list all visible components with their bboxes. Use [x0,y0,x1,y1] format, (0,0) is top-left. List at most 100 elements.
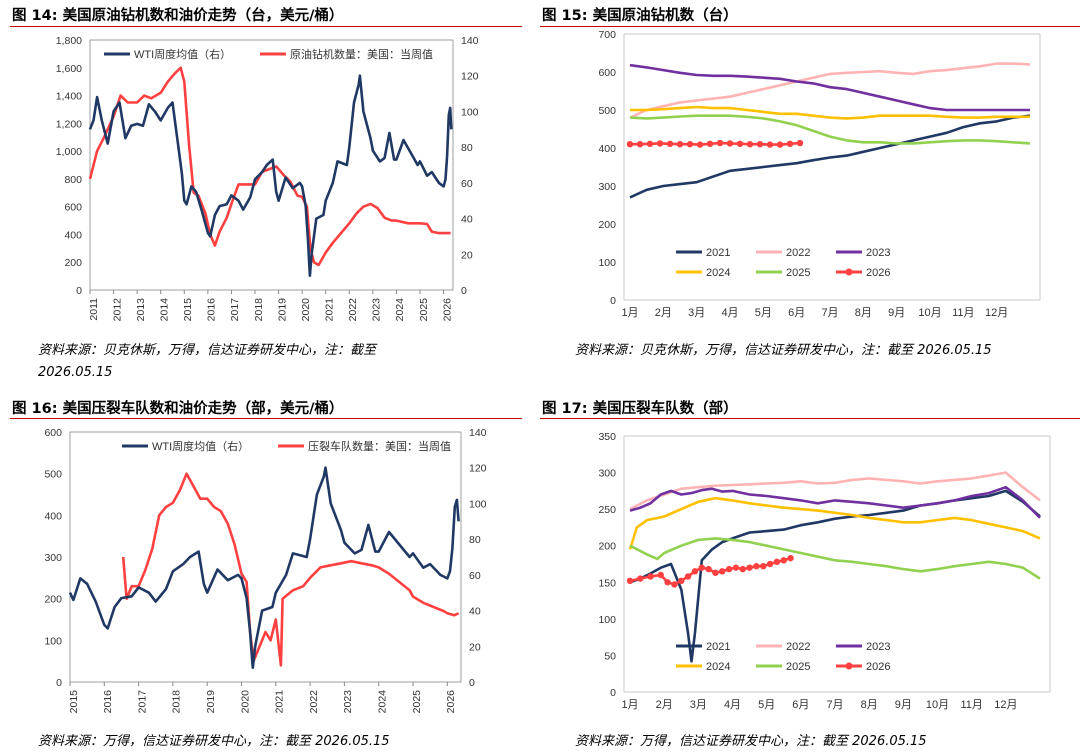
figure-14-source: 资料来源：贝克休斯，万得，信达证券研发中心，注：截至 2026.05.15 [38,340,376,384]
x-tick-label: 2月 [655,307,672,319]
series-marker-2026 [637,575,644,582]
series-line-2022 [629,62,1031,119]
plot-frame [69,431,462,683]
y-tick-label: 0 [610,687,616,699]
x-tick-label: 9月 [895,699,912,711]
series-line-2024 [628,496,1041,550]
x-tick-label: 2月 [656,699,673,711]
figure-15-chart: 0 100 200 300 400 500 600 700 1月 2月 3月 4月 5月 6月 7月 8月 9月… [598,29,1041,319]
x-tick-label: 7月 [826,699,843,711]
series-line-2022 [629,471,1041,511]
y-right-tick-label: 80 [461,142,473,154]
series-line-2024 [630,105,1030,120]
figure-17-source: 资料来源：万得，信达证券研发中心，注：截至 2026.05.15 [575,734,927,749]
figure-15-title: 图 15: 美国原油钻机数（台） [542,8,738,24]
x-tick-label: 2025 [418,298,430,322]
x-tick-label: 2023 [342,690,354,714]
series-marker-2026 [684,573,692,580]
legend-label: 2026 [866,267,890,279]
x-tick-label: 6月 [788,307,805,319]
series-marker-2026 [676,141,684,148]
legend-marker [845,268,853,276]
series-marker-2026 [766,141,774,148]
series-marker-2026 [698,564,705,571]
series-marker-2026 [780,557,787,564]
series-marker-2026 [705,565,712,573]
y-left-tick-label: 1,000 [56,146,82,158]
x-tick-label: 4月 [724,699,741,711]
y-left-tick-label: 200 [44,594,62,606]
figure-17-title: 图 17: 美国压裂车队数（部） [542,401,738,417]
legend-label: 2022 [786,641,810,653]
y-left-tick-label: 600 [64,202,82,214]
x-tick-label: 2022 [347,298,359,322]
series-line-2026 [630,141,801,146]
figure-16-title-rule [10,418,522,419]
y-left-tick-label: 1,200 [56,118,82,130]
y-left-tick-label: 800 [64,174,82,186]
x-tick-label: 3月 [688,307,705,319]
x-tick-label: 2025 [411,690,423,714]
x-tick-label: 5月 [755,307,772,319]
plot-frame [623,33,1041,301]
figure-14-source-line1: 资料来源：贝克休斯，万得，信达证券研发中心，注：截至 [38,343,377,358]
y-right-tick-label: 140 [461,35,479,47]
legend-label: 原油钻机数量：美国：当周值 [290,47,433,61]
x-tick-label: 2020 [239,690,251,714]
legend-label: 2021 [706,641,730,653]
y-left-tick-label: 200 [64,257,82,269]
y-left-tick-label: 500 [44,469,62,481]
series-line-2025 [629,114,1031,145]
figure-16-source: 资料来源：万得，信达证券研发中心，注：截至 2026.05.15 [38,734,390,749]
series-line-wti [88,74,453,277]
x-tick-label: 2022 [308,690,320,714]
y-tick-label: 700 [598,29,616,41]
y-right-tick-label: 20 [469,641,481,653]
series-marker-2026 [776,141,784,148]
series-marker-2026 [739,565,746,573]
series-marker-2026 [686,141,694,148]
series-marker-2026 [626,141,634,148]
series-marker-2026 [664,579,671,586]
legend-label: 2024 [706,661,730,673]
figure-14-chart: 02004006008001,0001,2001,4001,6001,80002… [56,35,479,322]
legend-label: 2023 [866,247,890,259]
x-tick-label: 2016 [102,690,114,714]
x-tick-label: 2020 [300,298,312,322]
x-tick-label: 1月 [621,307,638,319]
legend-label: 2026 [866,661,890,673]
y-tick-label: 300 [598,468,616,480]
legend-label: 2024 [706,267,730,279]
series-line-count [121,472,460,667]
y-tick-label: 100 [598,614,616,626]
series-marker-2026 [706,140,714,148]
y-left-tick-label: 600 [44,427,62,439]
y-tick-label: 300 [598,181,616,193]
x-tick-label: 2019 [205,690,217,714]
figure-16-chart: 0 100 200 300 400 500 600 0 20 40 60 80 100 120 140 201… [44,427,487,714]
figure-16-title: 图 16: 美国压裂车队数和油价走势（部，美元/桶） [12,401,344,417]
figure-14-title: 图 14: 美国原油钻机数和油价走势（台，美元/桶） [12,8,344,24]
legend-label: 2025 [786,661,810,673]
y-left-tick-label: 1,400 [56,91,82,103]
series-marker-2026 [696,141,704,148]
y-left-tick-label: 400 [44,510,62,522]
y-tick-label: 400 [598,143,616,155]
y-right-tick-label: 0 [469,677,475,689]
series-marker-2026 [736,140,744,148]
legend-label: WTI周度均值（右） [152,439,249,453]
legend-label: WTI周度均值（右） [134,47,231,61]
y-right-tick-label: 100 [469,498,487,510]
x-tick-label: 8月 [855,307,872,319]
series-marker-2026 [656,140,664,147]
y-tick-label: 150 [598,577,616,589]
x-tick-label: 1月 [621,699,638,711]
series-marker-2026 [746,141,754,148]
legend-marker [845,662,853,670]
series-marker-2026 [636,141,644,148]
x-tick-label: 2018 [253,298,265,322]
series-marker-2026 [646,140,654,148]
x-tick-label: 2026 [445,690,457,714]
y-right-tick-label: 120 [461,71,479,83]
x-tick-label: 11月 [952,307,974,319]
